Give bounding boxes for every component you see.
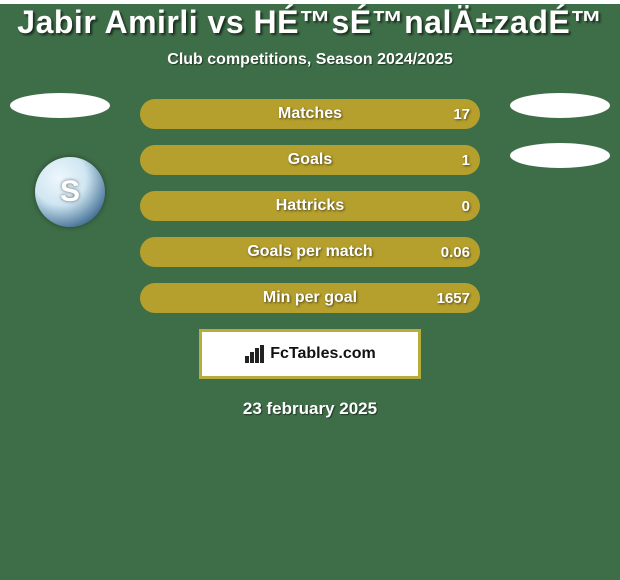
- stat-bar: Goals per match 0.06: [140, 237, 480, 267]
- subtitle: Club competitions, Season 2024/2025: [0, 51, 620, 69]
- stat-value-right: 1: [462, 152, 470, 169]
- stat-value-right: 1657: [437, 290, 470, 307]
- stat-label: Matches: [278, 105, 342, 123]
- stat-label: Goals per match: [247, 243, 372, 261]
- left-club-badge: S: [35, 157, 105, 227]
- badge-letter: S: [60, 175, 80, 209]
- brand-text: FcTables.com: [270, 345, 376, 363]
- left-player-avatar-placeholder: [10, 93, 110, 118]
- stat-bar: Min per goal 1657: [140, 283, 480, 313]
- stat-label: Min per goal: [263, 289, 357, 307]
- title: Jabir Amirli vs HÉ™sÉ™nalÄ±zadÉ™: [0, 4, 620, 41]
- stat-value-right: 0: [462, 198, 470, 215]
- stat-bar: Hattricks 0: [140, 191, 480, 221]
- infographic-container: Jabir Amirli vs HÉ™sÉ™nalÄ±zadÉ™ Club co…: [0, 4, 620, 580]
- stat-bar: Goals 1: [140, 145, 480, 175]
- right-club-avatar-placeholder: [510, 143, 610, 168]
- stat-value-right: 17: [453, 106, 470, 123]
- right-player-avatar-placeholder: [510, 93, 610, 118]
- stat-bars: Matches 17 Goals 1 Hattricks 0 Goals per match…: [140, 99, 480, 313]
- stat-label: Goals: [288, 151, 332, 169]
- brand-box: FcTables.com: [199, 329, 421, 379]
- comparison-area: S Matches 17 Goals 1 Hattricks 0 Goals per mat…: [0, 99, 620, 313]
- date: 23 february 2025: [0, 399, 620, 419]
- stat-value-right: 0.06: [441, 244, 470, 261]
- stat-label: Hattricks: [276, 197, 344, 215]
- stat-bar: Matches 17: [140, 99, 480, 129]
- bar-chart-icon: [244, 345, 264, 363]
